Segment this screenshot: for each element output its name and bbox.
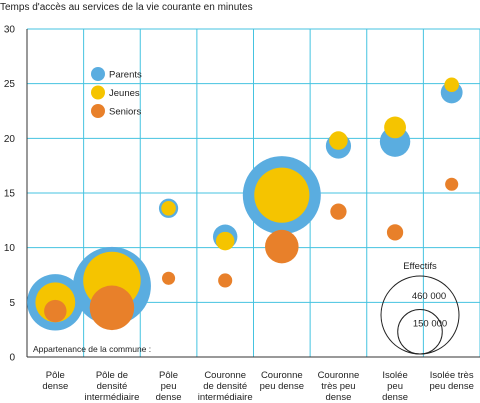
y-tick-label: 0 [9, 353, 15, 364]
bubble-seniors [445, 177, 459, 191]
size-legend-label: 150 000 [413, 318, 447, 329]
x-tick-label: dense [382, 392, 408, 403]
y-tick-label: 5 [9, 298, 15, 309]
legend-label-seniors: Seniors [109, 107, 141, 118]
x-tick-label: Couronne [318, 370, 360, 381]
y-tick-label: 25 [4, 79, 16, 90]
size-legend-title: Effectifs [403, 261, 437, 272]
x-tick-label: de densité [203, 381, 247, 392]
bubble-jeunes [254, 167, 310, 223]
y-tick-label: 30 [4, 25, 16, 36]
size-legend-circle [380, 275, 460, 355]
bubble-seniors [44, 299, 67, 323]
legend-marker-seniors [91, 104, 105, 118]
x-tick-label: intermédiaire [84, 392, 139, 403]
bubble-seniors [330, 203, 347, 220]
bubble-jeunes [444, 77, 459, 93]
x-tick-label: Pôle [46, 370, 65, 381]
x-tick-label: Isolée [382, 370, 407, 381]
bubble-seniors [386, 224, 404, 241]
legend-label-jeunes: Jeunes [109, 88, 140, 99]
x-tick-label: Couronne [204, 370, 246, 381]
x-tick-label: Isolée très [430, 370, 474, 381]
legend-marker-jeunes [91, 85, 105, 100]
x-tick-label: dense [325, 392, 351, 403]
x-tick-label: peu [161, 381, 177, 392]
chart-title: Temps d'accès au services de la vie cour… [0, 2, 253, 13]
legend: Parents Jeunes Seniors [91, 67, 142, 118]
bubble-jeunes [329, 131, 348, 150]
x-tick-label: intermédiaire [198, 392, 253, 403]
x-axis-annotation: Appartenance de la commune : [33, 344, 151, 354]
x-tick-label: dense [156, 392, 182, 403]
x-tick-label: densité [97, 381, 128, 392]
bubble-jeunes [384, 116, 406, 139]
bubble-seniors [89, 285, 135, 331]
size-legend: Effectifs 460 000 150 000 [380, 261, 460, 355]
y-axis-ticks: 0 5 10 15 20 25 30 [4, 25, 16, 364]
size-legend-circle [397, 308, 443, 355]
x-tick-label: Pôle [159, 370, 178, 381]
y-tick-label: 10 [4, 243, 16, 254]
size-legend-label: 460 000 [412, 291, 446, 302]
x-tick-label: Couronne [261, 370, 303, 381]
bubble-jeunes [161, 201, 176, 216]
bubbles [27, 77, 463, 331]
x-tick-label: peu [387, 381, 403, 392]
x-tick-label: dense [42, 381, 68, 392]
x-tick-label: peu dense [430, 381, 474, 392]
y-tick-label: 15 [4, 189, 16, 200]
bubble-seniors [265, 229, 299, 264]
y-tick-label: 20 [4, 134, 16, 145]
x-tick-label: Pôle de [96, 370, 128, 381]
axes [26, 29, 480, 358]
legend-marker-parents [91, 67, 105, 81]
x-tick-label: très peu [321, 381, 355, 392]
grid [27, 28, 480, 357]
bubble-jeunes [215, 231, 235, 251]
x-tick-label: peu dense [260, 381, 304, 392]
bubble-seniors [218, 273, 233, 288]
bubble-seniors [162, 271, 176, 285]
legend-label-parents: Parents [109, 70, 142, 81]
